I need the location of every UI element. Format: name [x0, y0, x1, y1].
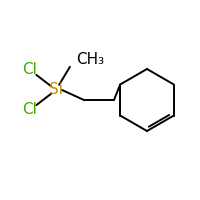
Text: CH₃: CH₃: [76, 52, 104, 68]
Text: Cl: Cl: [23, 62, 37, 77]
Text: Si: Si: [49, 82, 63, 97]
Text: Cl: Cl: [23, 102, 37, 117]
